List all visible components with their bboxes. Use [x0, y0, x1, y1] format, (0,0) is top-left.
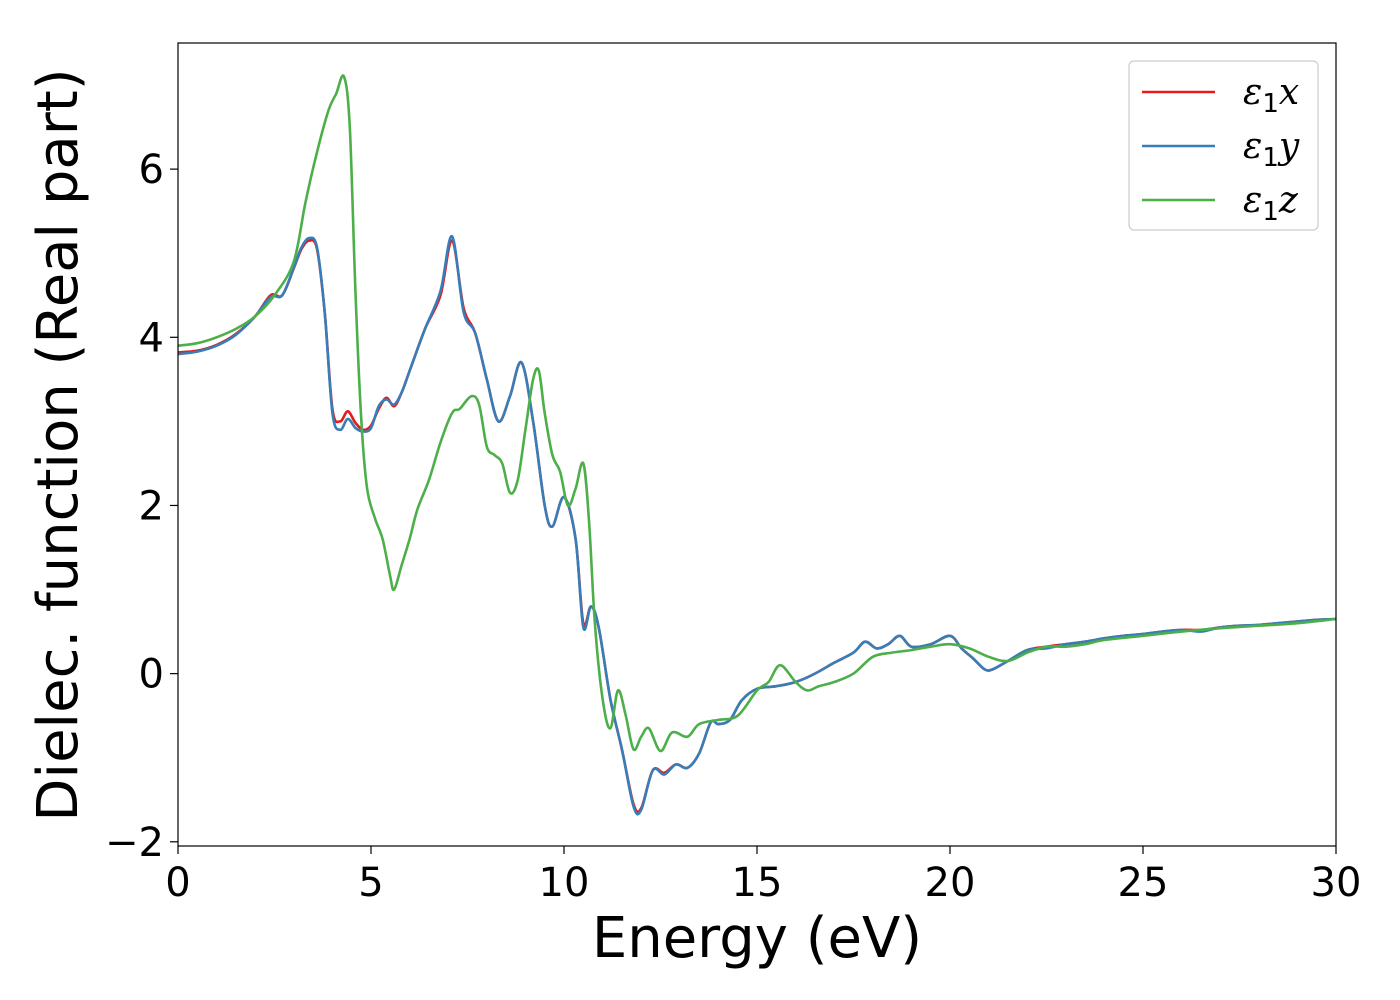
x-tick-label: 25 — [1118, 860, 1169, 906]
legend-frame — [1128, 60, 1319, 231]
y-axis-label: Dielec. function (Real part) — [26, 68, 91, 821]
legend-label-x: ε1x — [1243, 72, 1299, 119]
legend-symbol: ε — [1243, 72, 1262, 113]
y-tick-label: −2 — [105, 820, 164, 866]
x-axis: 0 5 10 15 20 25 30 — [165, 846, 1361, 906]
series-line-z — [178, 74, 1336, 753]
x-tick-label: 30 — [1311, 860, 1362, 906]
x-tick-label: 5 — [358, 860, 383, 906]
y-axis: −2 0 2 4 6 — [105, 147, 178, 866]
legend-subscript: 1 — [1262, 89, 1279, 119]
legend-subscript: 1 — [1262, 197, 1279, 227]
legend-component: x — [1279, 72, 1299, 113]
legend-symbol: ε — [1243, 180, 1262, 221]
x-tick-label: 15 — [732, 860, 783, 906]
legend-symbol: ε — [1243, 126, 1262, 167]
series-layer — [178, 74, 1336, 816]
x-axis-label: Energy (eV) — [592, 906, 922, 971]
x-tick-label: 0 — [165, 860, 190, 906]
legend-label-y: ε1y — [1243, 126, 1300, 173]
legend-subscript: 1 — [1262, 143, 1279, 173]
y-tick-label: 4 — [139, 315, 164, 361]
legend-component: y — [1277, 126, 1300, 167]
y-tick-label: 0 — [139, 652, 164, 698]
legend-label-z: ε1z — [1243, 180, 1299, 227]
y-tick-label: 2 — [139, 483, 164, 529]
x-tick-label: 20 — [925, 860, 976, 906]
legend-component: z — [1278, 180, 1299, 221]
x-tick-label: 10 — [539, 860, 590, 906]
y-tick-label: 6 — [139, 147, 164, 193]
